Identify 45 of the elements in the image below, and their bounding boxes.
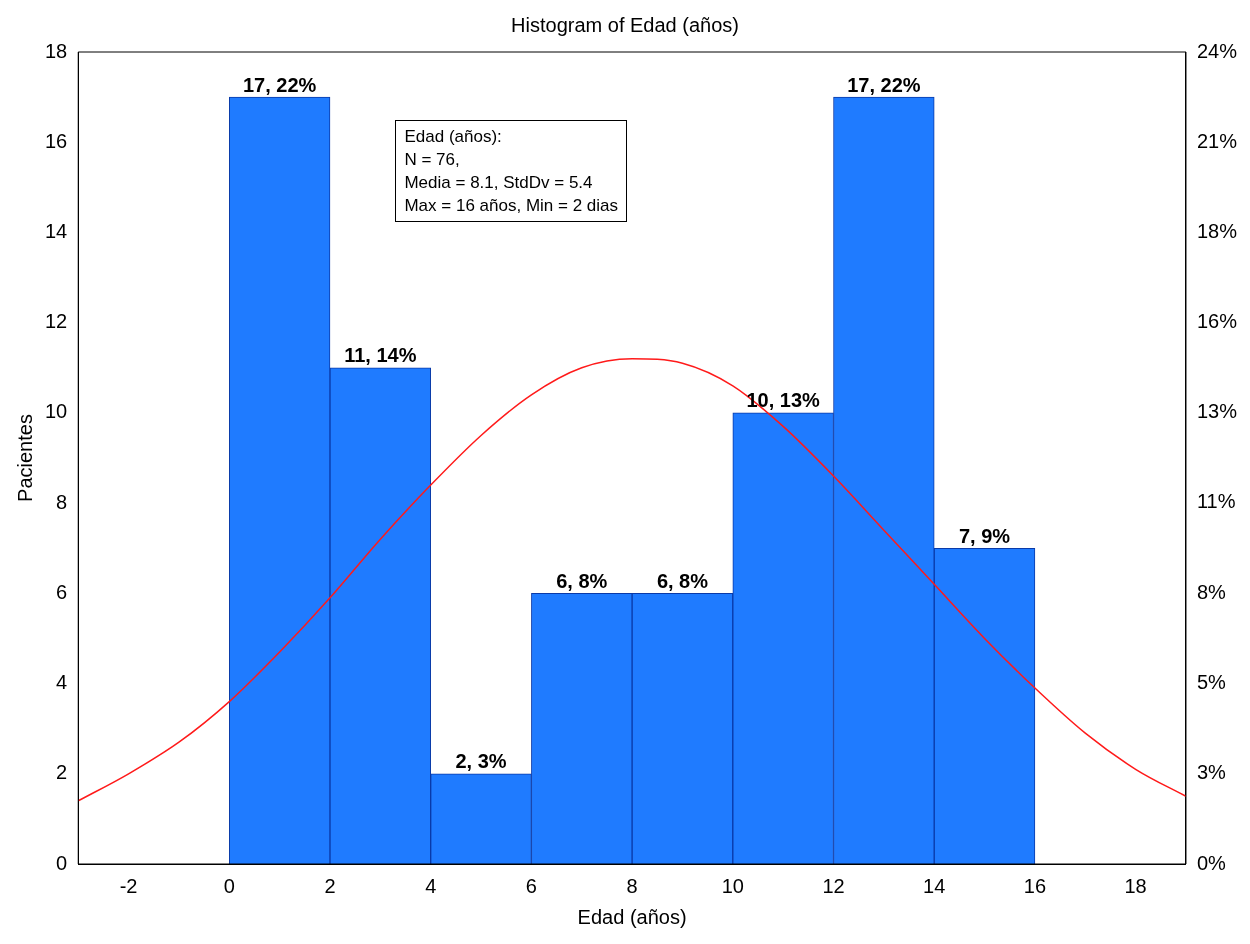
data-label: 17, 22% <box>847 73 921 96</box>
x-tick-label: 2 <box>324 874 336 897</box>
y-tick-label: 8 <box>56 490 68 513</box>
data-label: 6, 8% <box>656 569 709 592</box>
chart-title: Histogram of Edad (años) <box>511 13 739 36</box>
y-tick-label: 12 <box>45 310 68 333</box>
data-label: 11, 14% <box>344 344 417 367</box>
x-tick-label: 0 <box>223 874 235 897</box>
x-tick-label: 16 <box>1023 874 1047 897</box>
y2-tick-label: 11% <box>1196 490 1236 513</box>
x-tick-label: 18 <box>1124 874 1147 897</box>
x-tick-label: 12 <box>822 874 845 897</box>
x-tick-label: -2 <box>119 874 138 897</box>
x-tick-label: 14 <box>923 874 946 897</box>
y2-tick-label: 13% <box>1196 400 1238 423</box>
data-label: 7, 9% <box>958 524 1011 547</box>
y2-tick-label: 0% <box>1196 851 1227 874</box>
y-tick-label: 2 <box>56 761 68 784</box>
y2-tick-label: 8% <box>1196 580 1227 603</box>
y2-tick-label: 16% <box>1196 310 1238 333</box>
data-label: 2, 3% <box>455 750 507 773</box>
y2-tick-label: 3% <box>1196 761 1227 784</box>
x-tick-label: 4 <box>425 874 437 897</box>
annotation: Media = 8.1, StdDv = 5.4 <box>404 171 594 194</box>
x-axis-title: Edad (años) <box>577 905 687 928</box>
y2-tick-label: 18% <box>1196 219 1238 242</box>
data-label: 6, 8% <box>556 569 608 592</box>
y-tick-label: 16 <box>45 129 68 152</box>
x-tick-label: 10 <box>721 874 744 897</box>
y-tick-label: 0 <box>56 851 68 874</box>
y2-tick-label: 5% <box>1196 671 1227 694</box>
x-tick-label: 8 <box>626 874 638 897</box>
annotation: Max = 16 años, Min = 2 dias <box>404 194 619 217</box>
y-tick-label: 14 <box>45 219 68 242</box>
annotation: N = 76, <box>404 148 461 171</box>
y-tick-label: 6 <box>56 580 68 603</box>
annotation: Edad (años): <box>404 125 503 148</box>
y-axis-title: Pacientes <box>13 414 36 502</box>
y-tick-label: 18 <box>45 39 68 62</box>
x-tick-label: 6 <box>525 874 537 897</box>
y2-tick-label: 21% <box>1196 129 1238 152</box>
y2-tick-label: 24% <box>1196 39 1238 62</box>
y-tick-label: 10 <box>45 400 68 423</box>
y-tick-label: 4 <box>56 671 68 694</box>
data-label: 17, 22% <box>242 73 317 96</box>
